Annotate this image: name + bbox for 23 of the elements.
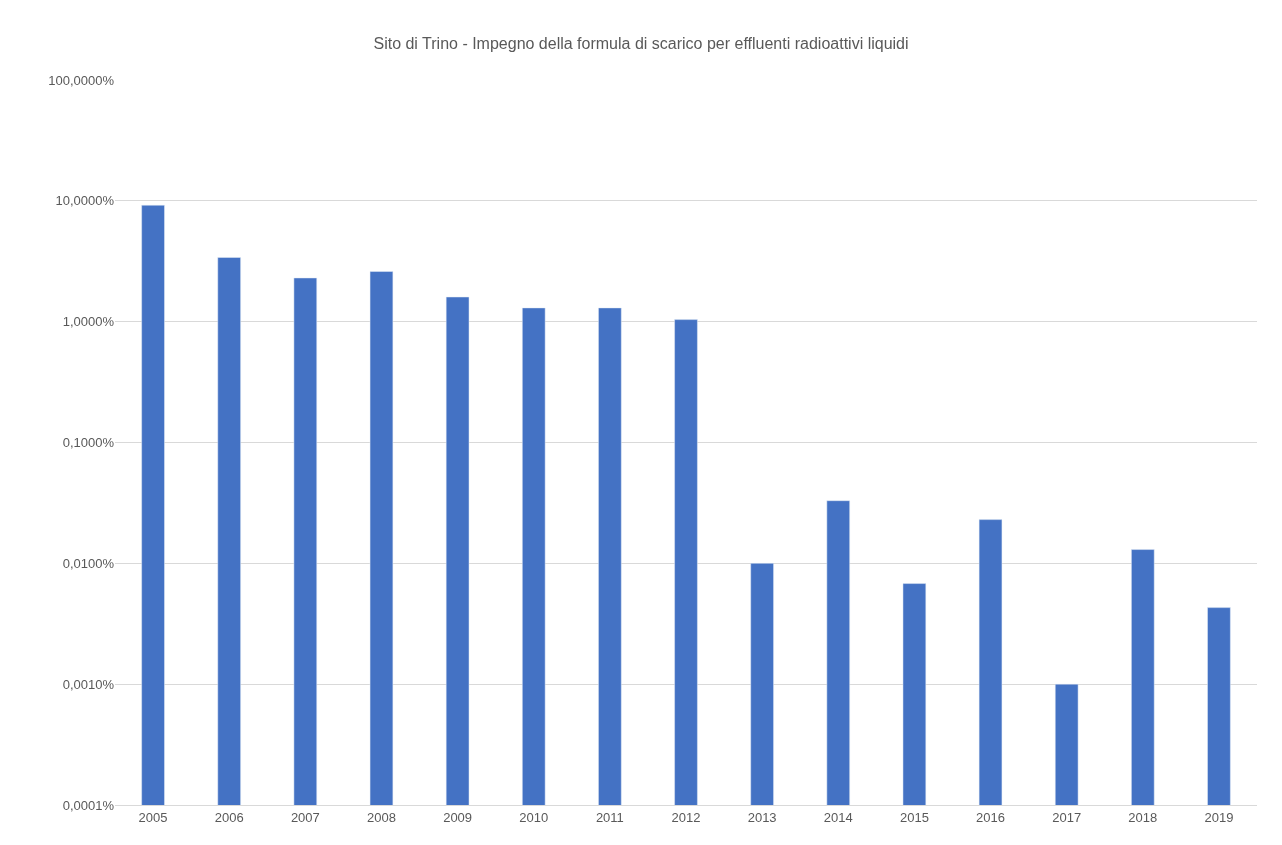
y-tick-label: 100,0000%	[48, 72, 115, 88]
x-tick-label: 2008	[367, 809, 396, 825]
y-tick-label: 0,0001%	[62, 797, 115, 813]
x-tick-label: 2019	[1204, 809, 1234, 825]
y-tick-label: 0,0100%	[62, 555, 115, 571]
y-tick-label: 0,1000%	[62, 435, 115, 451]
x-tick-label: 2010	[519, 809, 549, 825]
x-tick-label: 2005	[138, 809, 168, 825]
x-tick-label: 2014	[823, 809, 853, 825]
x-tick-label: 2016	[976, 809, 1005, 825]
y-tick-label: 0,0010%	[62, 676, 115, 692]
y-tick-label: 1,0000%	[62, 314, 115, 330]
chart-title: Sito di Trino - Impegno della formula di scarico per effluenti radioattivi liquidi	[373, 35, 909, 53]
x-tick-label: 2013	[747, 809, 777, 825]
y-tick-label: 10,0000%	[55, 193, 115, 209]
x-tick-label: 2011	[595, 809, 624, 825]
x-tick-label: 2006	[214, 809, 244, 825]
x-tick-label: 2018	[1128, 809, 1158, 825]
x-tick-label: 2009	[443, 809, 473, 825]
x-tick-label: 2015	[899, 809, 929, 825]
x-tick-label: 2007	[290, 809, 320, 825]
x-tick-label: 2017	[1052, 809, 1082, 825]
x-tick-label: 2012	[671, 809, 701, 825]
